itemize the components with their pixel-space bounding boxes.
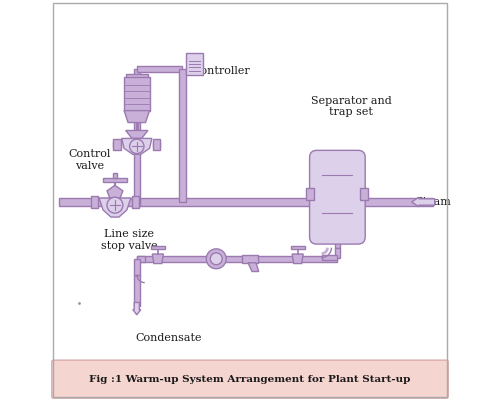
Bar (290, 246, 305, 249)
Bar (137, 256, 338, 262)
Polygon shape (107, 185, 123, 198)
Circle shape (210, 253, 222, 265)
Polygon shape (122, 138, 152, 154)
Bar (137, 66, 182, 72)
Bar (124, 77, 150, 111)
FancyArrow shape (412, 197, 434, 207)
Text: Controller: Controller (192, 66, 250, 76)
Polygon shape (152, 254, 164, 264)
Bar (114, 142, 120, 147)
Bar (153, 139, 160, 150)
Bar (134, 69, 140, 202)
Polygon shape (126, 130, 148, 138)
Bar (360, 188, 368, 200)
Bar (180, 69, 186, 202)
Bar (322, 255, 338, 260)
Bar (134, 275, 140, 306)
Bar (334, 248, 340, 258)
Polygon shape (124, 111, 150, 122)
Text: Separator and
trap set: Separator and trap set (311, 96, 392, 118)
Bar (132, 196, 139, 208)
Text: Line size
stop valve: Line size stop valve (100, 229, 157, 250)
Bar (137, 256, 144, 262)
Bar (334, 237, 340, 248)
Polygon shape (248, 263, 258, 272)
Bar (114, 139, 120, 150)
Circle shape (107, 197, 123, 213)
Bar (134, 198, 140, 206)
Text: Fig :1 Warm-up System Arrangement for Plant Start-up: Fig :1 Warm-up System Arrangement for Pl… (90, 375, 410, 384)
Text: Steam: Steam (415, 197, 450, 207)
Bar (134, 259, 140, 275)
Bar (126, 74, 148, 79)
Bar (150, 246, 165, 249)
Text: Control
valve: Control valve (68, 150, 110, 171)
FancyBboxPatch shape (52, 360, 448, 398)
Bar (153, 142, 160, 147)
Bar (112, 172, 117, 178)
Polygon shape (99, 198, 131, 217)
Circle shape (130, 139, 144, 154)
Bar (242, 255, 258, 263)
Bar (60, 198, 432, 206)
FancyBboxPatch shape (310, 150, 365, 244)
Text: Condensate: Condensate (136, 333, 202, 343)
Bar (103, 178, 127, 182)
Bar (186, 53, 203, 75)
Circle shape (206, 249, 226, 269)
FancyArrow shape (133, 302, 141, 315)
Bar (90, 196, 98, 208)
Polygon shape (292, 254, 303, 264)
Bar (306, 188, 314, 200)
